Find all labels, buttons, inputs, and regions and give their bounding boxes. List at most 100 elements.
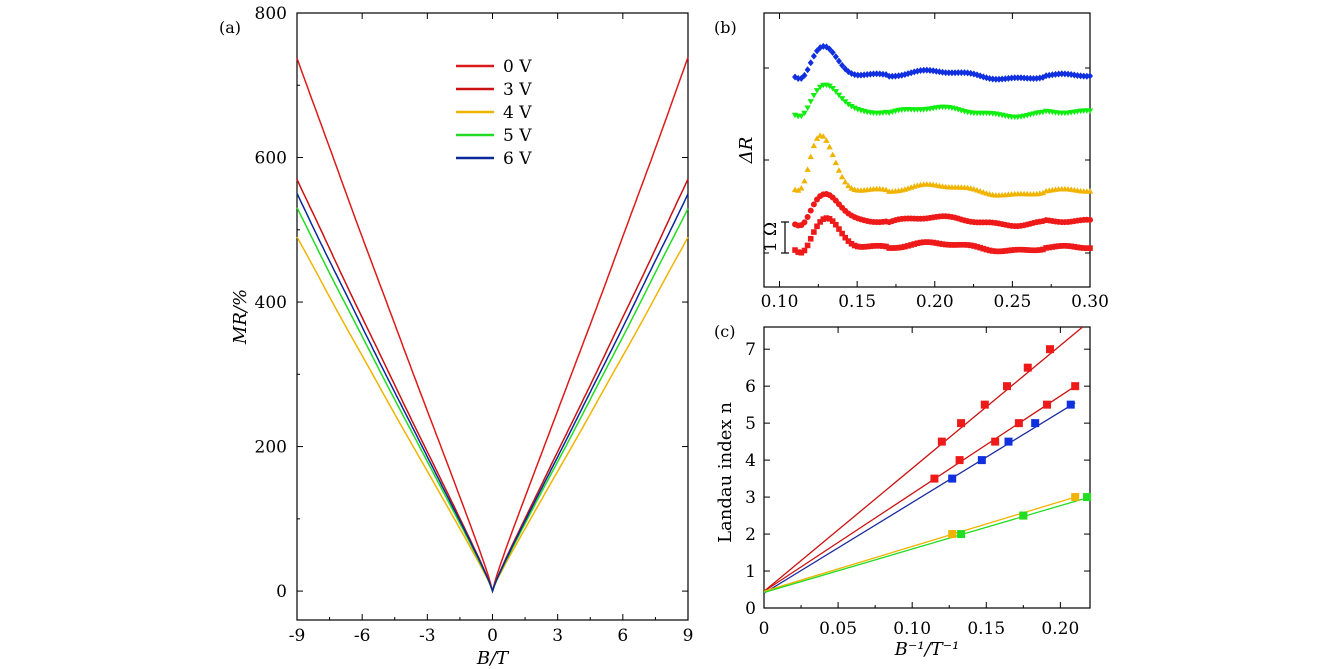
y-tick-label: 200 — [255, 438, 287, 458]
y-tick-label: 5 — [745, 414, 756, 434]
data-point — [873, 242, 880, 249]
data-point — [933, 240, 940, 246]
scale-bar-label: 1 Ω — [761, 222, 781, 252]
data-point — [807, 99, 814, 105]
data-point — [1058, 70, 1065, 78]
data-point — [957, 419, 966, 428]
data-point — [880, 243, 886, 249]
data-point — [1019, 511, 1028, 520]
data-point — [1080, 72, 1087, 80]
data-point — [807, 207, 814, 214]
data-point — [801, 247, 808, 254]
data-point — [911, 241, 918, 247]
x-tick-label: 0.30 — [1071, 292, 1109, 312]
data-point — [902, 243, 908, 250]
data-point — [1065, 243, 1071, 249]
data-point — [914, 240, 921, 247]
y-axis-label: ΔR — [736, 137, 757, 165]
data-point — [838, 173, 846, 180]
data-point — [977, 456, 986, 465]
data-point — [957, 530, 966, 539]
data-point — [832, 159, 840, 166]
data-point — [832, 89, 840, 95]
data-point — [1033, 247, 1040, 254]
data-point — [1021, 247, 1027, 253]
data-point — [1024, 247, 1031, 253]
data-point — [986, 247, 993, 254]
y-tick-label: 800 — [255, 4, 287, 24]
data-point — [1030, 74, 1037, 82]
data-point — [886, 245, 892, 251]
panel-b-frame — [763, 12, 1091, 288]
data-point — [845, 182, 852, 189]
data-point — [816, 84, 824, 91]
data-point — [958, 241, 965, 248]
data-point — [798, 113, 805, 120]
x-tick-label: 0.15 — [967, 619, 1005, 639]
data-point — [1011, 74, 1018, 82]
data-point — [895, 244, 902, 251]
data-point — [952, 242, 958, 248]
data-point — [873, 70, 880, 78]
legend-label: 0 V — [503, 57, 532, 77]
data-point — [826, 45, 833, 53]
y-axis-label: Landau index n — [715, 402, 736, 543]
data-point — [952, 69, 959, 77]
data-point — [1039, 189, 1047, 196]
data-point — [1005, 247, 1012, 254]
data-point — [964, 242, 971, 248]
x-tick-label: 0.25 — [993, 292, 1031, 312]
data-point — [829, 151, 836, 158]
data-point — [810, 93, 818, 99]
data-point — [945, 242, 952, 248]
data-point — [917, 239, 924, 246]
data-point — [999, 248, 1005, 255]
mr-curve — [296, 207, 689, 594]
data-point — [861, 244, 867, 250]
data-point — [942, 241, 949, 248]
data-point — [807, 235, 814, 242]
data-point — [945, 69, 952, 77]
data-point — [989, 248, 996, 254]
data-point — [1074, 244, 1081, 251]
data-point — [810, 142, 818, 149]
data-point — [930, 239, 936, 246]
data-point — [939, 241, 946, 247]
data-point — [792, 247, 798, 253]
x-axis-label: B⁻¹/T⁻¹ — [894, 639, 960, 660]
panel-c-label: (c) — [714, 322, 735, 341]
legend-label: 5 V — [503, 126, 532, 146]
y-tick-label: 600 — [255, 149, 287, 169]
fit-line — [764, 496, 1076, 592]
data-point — [930, 474, 939, 483]
data-point — [1055, 243, 1062, 249]
data-point — [817, 219, 823, 225]
data-point — [1023, 363, 1032, 372]
data-point — [967, 242, 974, 249]
data-point — [980, 245, 987, 252]
data-point — [937, 437, 946, 446]
mr-curve — [296, 192, 689, 594]
data-point — [842, 234, 849, 241]
data-point — [813, 88, 821, 94]
legend-label: 4 V — [503, 103, 532, 123]
x-tick-label: 0.10 — [761, 292, 799, 312]
x-tick-label: 0.05 — [819, 619, 857, 639]
data-point — [1015, 246, 1021, 253]
data-point — [882, 186, 890, 193]
data-point — [829, 49, 836, 57]
data-point — [958, 69, 965, 77]
x-tick-label: 0.10 — [893, 619, 931, 639]
data-point — [811, 229, 817, 235]
data-point — [864, 243, 871, 250]
data-point — [823, 215, 830, 221]
data-point — [905, 243, 911, 249]
y-tick-label: 7 — [745, 340, 756, 360]
y-tick-label: 3 — [745, 488, 756, 508]
y-tick-label: 1 — [745, 562, 756, 582]
data-point — [835, 167, 843, 173]
data-point — [798, 249, 805, 256]
data-point — [876, 243, 883, 249]
data-point — [804, 166, 811, 172]
